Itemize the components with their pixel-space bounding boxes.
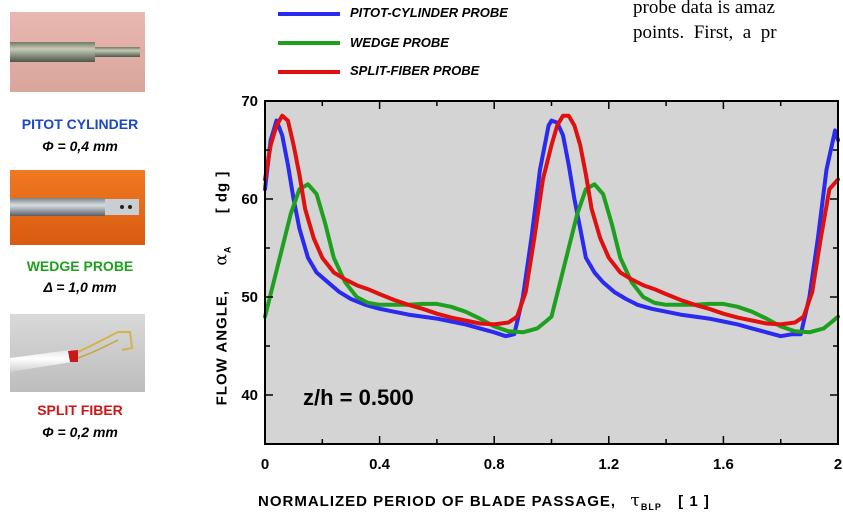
probe-dimension-pitot: Φ = 0,4 mm (42, 138, 118, 154)
legend-swatch-split-fiber (278, 70, 340, 74)
x-tick-label: 0.4 (369, 456, 391, 473)
x-tick-label: 0 (261, 456, 269, 473)
legend-swatch-pitot (278, 12, 340, 16)
y-tick-label: 50 (241, 289, 258, 306)
probe-dimension-wedge: Δ = 1,0 mm (43, 279, 117, 295)
legend-label-pitot: PITOT-CYLINDER PROBE (350, 5, 508, 20)
x-axis-unit: [ 1 ] (678, 493, 710, 510)
paragraph-line-2: points. First, a pr (633, 22, 777, 43)
x-tick-label: 0.8 (484, 456, 505, 473)
chart-annotation: z/h = 0.500 (303, 385, 414, 410)
legend-label-wedge: WEDGE PROBE (350, 35, 449, 50)
probe-name-split-fiber: SPLIT FIBER (37, 402, 123, 418)
probe-dimension-split-fiber: Φ = 0,2 mm (42, 424, 118, 440)
plot-area (265, 101, 838, 444)
paragraph-line-1: probe data is amaz (633, 0, 775, 18)
probe-name-wedge: WEDGE PROBE (26, 258, 134, 274)
probe-name-pitot: PITOT CYLINDER (21, 116, 139, 132)
series-line-pitot (263, 118, 840, 339)
split-fiber-photo (10, 314, 145, 392)
series-layer (263, 113, 840, 339)
wedge-probe-photo (10, 170, 145, 245)
x-axis-label-main: NORMALIZED PERIOD OF BLADE PASSAGE, (258, 493, 617, 510)
legend-label-split-fiber: SPLIT-FIBER PROBE (350, 63, 480, 78)
y-tick-label: 60 (241, 191, 258, 208)
legend-swatch-wedge (278, 41, 340, 45)
series-line-wedge (263, 182, 840, 335)
y-tick-label: 70 (241, 93, 258, 110)
x-tick-label: 1.6 (713, 456, 734, 473)
x-axis-subscript: BLP (640, 502, 662, 512)
x-tick-label: 2 (834, 456, 842, 473)
y-tick-label: 40 (241, 387, 258, 404)
x-axis-label: NORMALIZED PERIOD OF BLADE PASSAGE, τBLP… (258, 491, 710, 512)
pitot-cylinder-photo (10, 12, 145, 92)
x-tick-label: 1.2 (598, 456, 619, 473)
series-line-split-fiber (263, 113, 840, 327)
plot-frame (264, 100, 839, 445)
x-axis-symbol: τ (630, 491, 641, 511)
